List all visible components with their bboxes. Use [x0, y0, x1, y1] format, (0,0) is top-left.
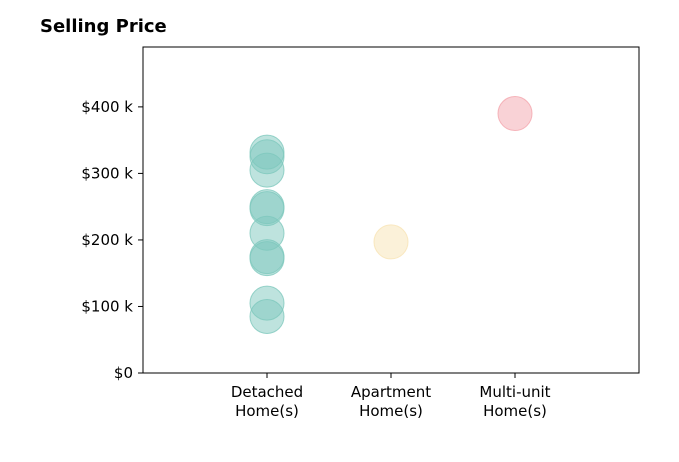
y-tick-label: $400 k	[81, 98, 133, 116]
data-point	[249, 134, 285, 170]
chart-title: Selling Price	[40, 16, 167, 37]
data-point	[249, 189, 285, 225]
data-point	[497, 96, 533, 132]
data-point	[249, 285, 285, 321]
data-points	[249, 96, 533, 334]
x-tick-label: Multi-unit Home(s)	[479, 383, 550, 420]
y-tick-label: $300 k	[81, 164, 133, 182]
x-axis: Detached Home(s) Apartment Home(s) Multi-uni…	[231, 373, 551, 420]
y-tick-label: $200 k	[81, 231, 133, 249]
x-tick-label: Detached Home(s)	[231, 383, 303, 420]
y-tick-label: $0	[114, 364, 133, 382]
data-point	[373, 224, 409, 260]
y-axis: $0 $100 k $200 k $300 k $400 k	[81, 98, 143, 382]
y-tick-label: $100 k	[81, 297, 133, 315]
x-tick-label: Apartment Home(s)	[351, 383, 431, 420]
plot-area-frame	[142, 46, 640, 374]
